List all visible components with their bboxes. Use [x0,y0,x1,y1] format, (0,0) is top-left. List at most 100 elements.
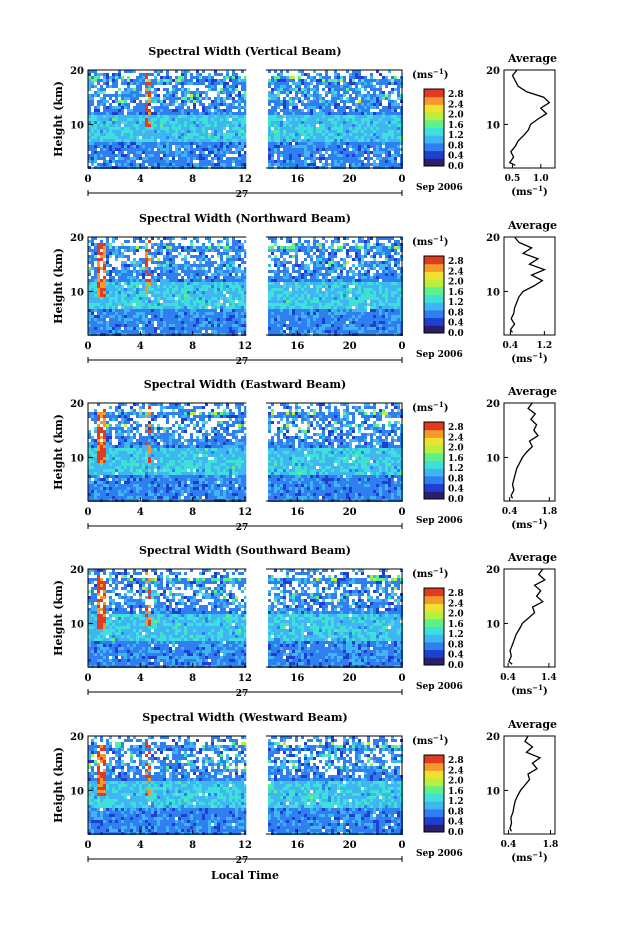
heatmap-cell [346,151,349,154]
heatmap-cell [121,121,124,124]
heatmap-cell [397,145,400,148]
heatmap-cell [94,154,97,157]
heatmap-cell [127,303,130,306]
heatmap-cell [268,264,271,267]
heatmap-cell [244,249,247,252]
heatmap-cell [112,249,115,252]
heatmap-cell [388,154,391,157]
heatmap-cell [334,79,337,82]
heatmap-cell [184,306,187,309]
heatmap-cell [208,103,211,106]
heatmap-cell [103,163,106,166]
colorbar-swatch [424,142,444,152]
heatmap-cell [334,145,337,148]
heatmap-cell [373,100,376,103]
heatmap-cell [178,76,181,79]
heatmap-cell [235,288,238,291]
heatmap-cell [136,261,139,264]
heatmap-cell [274,264,277,267]
heatmap-cell [172,121,175,124]
heatmap-cell [112,312,115,315]
heatmap-cell [202,142,205,145]
heatmap-cell [361,100,364,103]
heatmap-cell [235,309,238,312]
heatmap-cell [277,309,280,312]
heatmap-cell [352,270,355,273]
heatmap-cell [325,118,328,121]
heatmap-cell [352,79,355,82]
heatmap-cell [229,285,232,288]
heatmap-cell [391,148,394,151]
heatmap-cell [226,309,229,312]
heatmap-cell [199,112,202,115]
heatmap-cell [163,121,166,124]
heatmap-cell [103,148,106,151]
heatmap-cell [274,85,277,88]
heatmap-cell [205,306,208,309]
heatmap-cell [334,255,337,258]
heatmap-cell [229,267,232,270]
heatmap-cell [346,279,349,282]
heatmap-cell [127,255,130,258]
heatmap-cell [304,88,307,91]
heatmap-cell [379,163,382,166]
heatmap-cell [91,315,94,318]
heatmap-cell [340,288,343,291]
heatmap-cell [88,273,91,276]
heatmap-cell [394,103,397,106]
heatmap-cell [154,255,157,258]
heatmap-cell [286,312,289,315]
heatmap-cell [208,267,211,270]
heatmap-cell [220,145,223,148]
heatmap-cell [187,285,190,288]
heatmap-cell [175,267,178,270]
heatmap-cell [142,270,145,273]
heatmap-cell [316,151,319,154]
heatmap-cell [316,133,319,136]
heatmap-cell [277,151,280,154]
heatmap-cell [337,306,340,309]
heatmap-cell [97,127,100,130]
heatmap-cell [319,142,322,145]
heatmap-cell [220,255,223,258]
heatmap-cell [361,133,364,136]
heatmap-cell [355,285,358,288]
heatmap-cell [169,240,172,243]
heatmap-cell [364,109,367,112]
heatmap-cell [172,151,175,154]
heatmap-cell [331,300,334,303]
heatmap-cell [97,282,100,285]
heatmap-cell [115,142,118,145]
heatmap-cell [199,100,202,103]
heatmap-cell [340,246,343,249]
heatmap-cell [394,130,397,133]
heatmap-cell [382,306,385,309]
heatmap-cell [220,100,223,103]
heatmap-cell [172,285,175,288]
heatmap-cell [88,70,91,73]
heatmap-cell [91,157,94,160]
heatmap-cell [91,255,94,258]
heatmap-cell [157,154,160,157]
heatmap-cell [166,106,169,109]
heatmap-cell [154,70,157,73]
heatmap-cell [292,82,295,85]
heatmap-cell [319,97,322,100]
heatmap-cell [319,145,322,148]
heatmap-cell [211,300,214,303]
heatmap-cell [349,76,352,79]
heatmap-cell [124,297,127,300]
heatmap-cell [169,82,172,85]
heatmap-cell [295,157,298,160]
heatmap-cell [91,279,94,282]
heatmap-cell [355,160,358,163]
heatmap-cell [205,106,208,109]
heatmap-cell [151,157,154,160]
heatmap-cell [292,79,295,82]
heatmap-cell [340,279,343,282]
heatmap-cell [376,97,379,100]
heatmap-cell [331,303,334,306]
heatmap-cell [304,124,307,127]
heatmap-cell [124,106,127,109]
heatmap-cell [283,82,286,85]
